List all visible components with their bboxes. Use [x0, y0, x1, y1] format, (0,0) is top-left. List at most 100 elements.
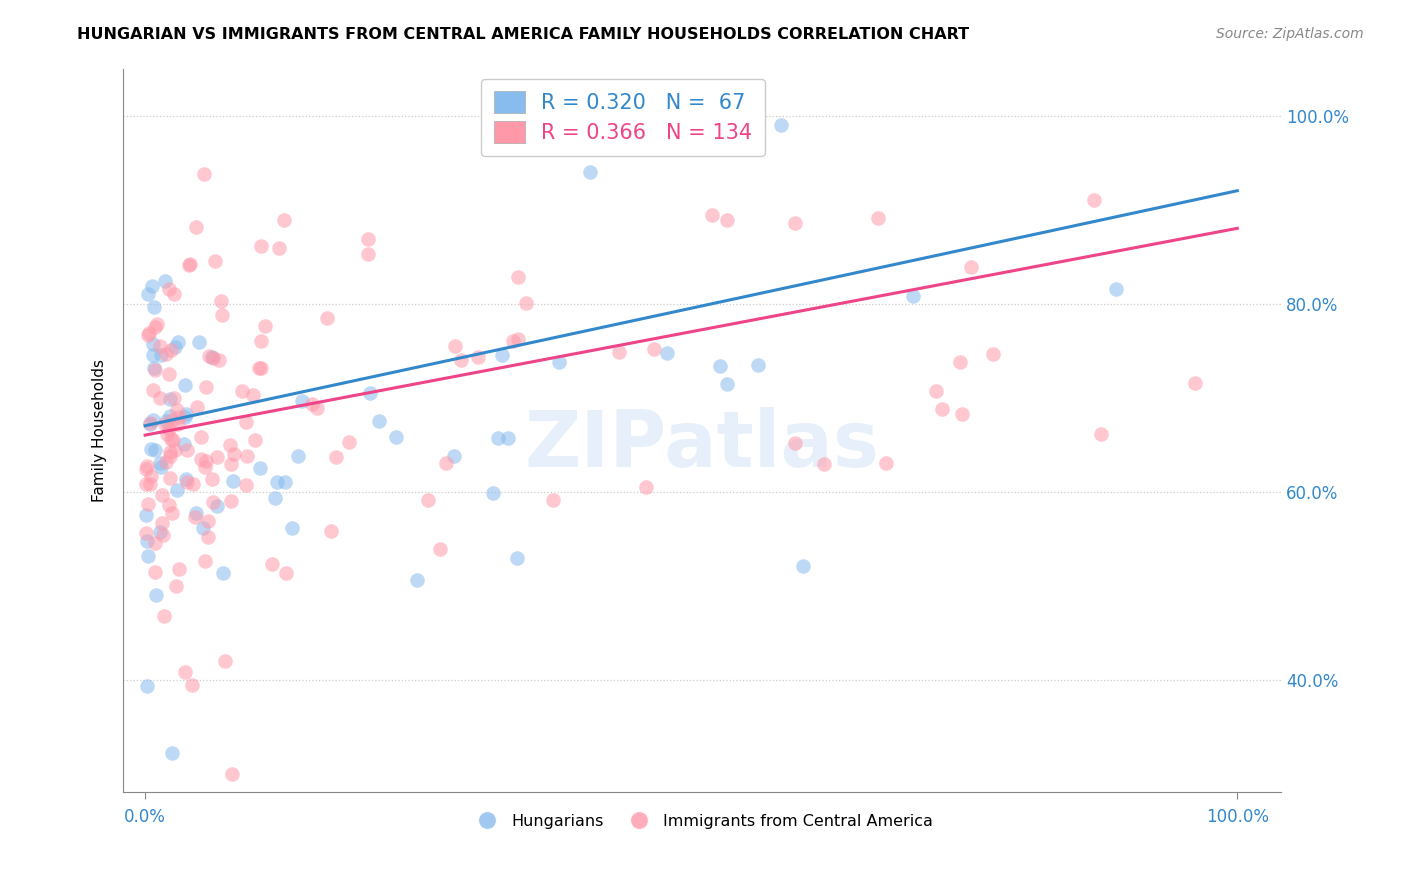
Point	[702, 208, 724, 222]
Point	[142, 336, 165, 351]
Point	[655, 345, 678, 359]
Point	[155, 455, 177, 469]
Point	[135, 462, 157, 476]
Point	[486, 431, 509, 445]
Point	[136, 458, 159, 473]
Text: HUNGARIAN VS IMMIGRANTS FROM CENTRAL AMERICA FAMILY HOUSEHOLDS CORRELATION CHART: HUNGARIAN VS IMMIGRANTS FROM CENTRAL AME…	[77, 27, 970, 42]
Point	[301, 397, 323, 411]
Point	[136, 549, 159, 563]
Point	[222, 447, 245, 461]
Point	[194, 554, 217, 568]
Point	[181, 476, 204, 491]
Y-axis label: Family Households: Family Households	[93, 359, 107, 502]
Point	[416, 493, 439, 508]
Point	[506, 332, 529, 346]
Point	[267, 241, 290, 255]
Point	[319, 524, 342, 539]
Point	[443, 449, 465, 463]
Point	[931, 402, 953, 417]
Point	[173, 665, 195, 680]
Point	[1184, 376, 1206, 390]
Point	[181, 678, 204, 692]
Point	[548, 354, 571, 368]
Point	[219, 494, 242, 508]
Point	[785, 216, 807, 230]
Point	[165, 442, 187, 457]
Point	[866, 211, 889, 225]
Point	[160, 746, 183, 760]
Point	[434, 456, 457, 470]
Point	[138, 417, 160, 431]
Point	[193, 167, 215, 181]
Point	[198, 349, 221, 363]
Legend: Hungarians, Immigrants from Central America: Hungarians, Immigrants from Central Amer…	[465, 807, 939, 835]
Point	[901, 289, 924, 303]
Point	[141, 279, 163, 293]
Point	[167, 409, 190, 424]
Point	[491, 348, 513, 362]
Point	[273, 213, 295, 227]
Point	[145, 535, 167, 549]
Point	[159, 445, 181, 459]
Point	[146, 317, 169, 331]
Point	[249, 461, 271, 475]
Point	[148, 338, 170, 352]
Point	[150, 348, 173, 362]
Point	[792, 558, 814, 573]
Point	[136, 286, 159, 301]
Point	[149, 391, 172, 405]
Point	[262, 557, 284, 571]
Point	[142, 412, 165, 426]
Point	[149, 456, 172, 470]
Point	[634, 480, 657, 494]
Point	[429, 542, 451, 557]
Point	[155, 414, 177, 428]
Point	[221, 766, 243, 780]
Point	[444, 339, 467, 353]
Point	[959, 260, 981, 275]
Point	[190, 430, 212, 444]
Text: Source: ZipAtlas.com: Source: ZipAtlas.com	[1216, 27, 1364, 41]
Point	[159, 392, 181, 406]
Point	[173, 437, 195, 451]
Point	[506, 269, 529, 284]
Point	[138, 476, 160, 491]
Point	[201, 472, 224, 486]
Point	[250, 361, 273, 376]
Point	[506, 550, 529, 565]
Point	[150, 516, 173, 530]
Point	[166, 483, 188, 497]
Point	[204, 253, 226, 268]
Point	[149, 524, 172, 539]
Point	[607, 345, 630, 359]
Point	[197, 530, 219, 544]
Point	[250, 334, 273, 349]
Point	[136, 679, 159, 693]
Point	[139, 442, 162, 457]
Point	[208, 352, 231, 367]
Point	[876, 456, 898, 470]
Point	[201, 351, 224, 365]
Point	[163, 340, 186, 354]
Point	[150, 459, 173, 474]
Point	[135, 477, 157, 491]
Point	[160, 506, 183, 520]
Point	[174, 410, 197, 425]
Point	[152, 528, 174, 542]
Point	[156, 426, 179, 441]
Point	[1083, 194, 1105, 208]
Point	[709, 359, 731, 374]
Point	[405, 574, 427, 588]
Point	[276, 566, 298, 581]
Point	[950, 407, 973, 421]
Point	[162, 433, 184, 447]
Point	[291, 394, 314, 409]
Point	[179, 258, 201, 272]
Point	[155, 417, 177, 431]
Point	[266, 475, 288, 490]
Point	[243, 433, 266, 447]
Point	[325, 450, 347, 464]
Point	[136, 328, 159, 343]
Point	[235, 415, 257, 429]
Point	[783, 436, 806, 450]
